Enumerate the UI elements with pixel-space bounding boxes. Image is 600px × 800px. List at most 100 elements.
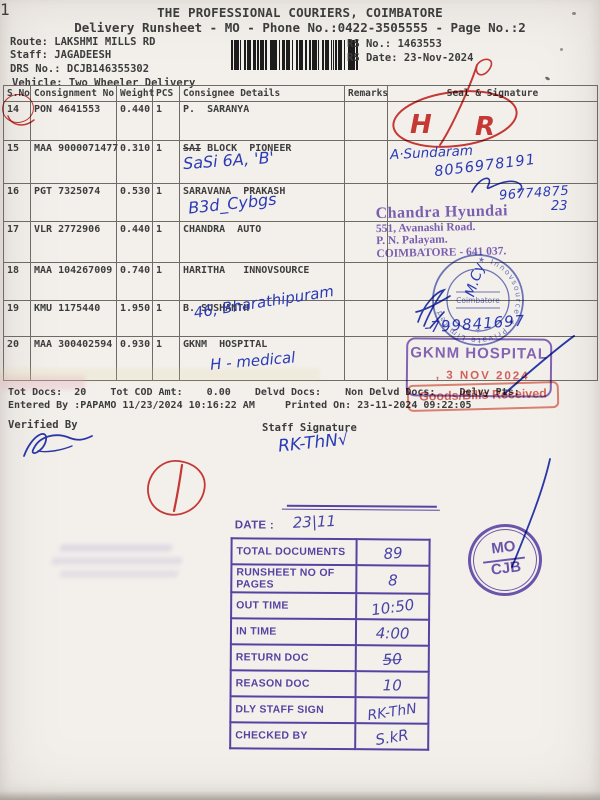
- date-label: DATE :: [234, 519, 275, 532]
- cell-pcs: 1: [152, 262, 180, 301]
- field-value: 10: [382, 675, 402, 694]
- cell-weight: 0.930: [116, 336, 153, 381]
- field-label: RETURN DOC: [230, 644, 357, 672]
- cell-consignment: KMU 1175440: [30, 300, 117, 337]
- field-value: 89: [382, 543, 404, 563]
- cell-consignment: PGT 7325074: [30, 183, 117, 222]
- red-tally-circle: [147, 460, 206, 516]
- col-consignee: Consignee Details: [179, 85, 345, 102]
- cell-pcs: 1: [152, 300, 180, 337]
- cell-remarks: [344, 101, 388, 141]
- goods-stamp-text: Goods/Bills Received: [418, 386, 548, 404]
- bleed-ghost-line: [51, 558, 183, 564]
- verified-by-label: Verified By: [8, 419, 78, 431]
- cell-sno: 20: [3, 336, 31, 381]
- field-row: RETURN DOC 50: [230, 644, 429, 672]
- stamp-top-line: [281, 508, 440, 511]
- col-pcs: PCS: [152, 85, 180, 102]
- cell-remarks: [344, 300, 388, 337]
- entered-printed-line: Entered By :PAPAMO 11/23/2024 10:16:22 A…: [8, 400, 472, 411]
- table-row: 19 KMU 1175440 1.950 1 B. SUSHANTH: [3, 300, 598, 337]
- field-row: TOTAL DOCUMENTS 89: [231, 538, 430, 566]
- field-label: DLY STAFF SIGN: [230, 696, 356, 724]
- field-stamp-grid: TOTAL DOCUMENTS 89 RUNSHEET NO OF PAGES …: [229, 537, 431, 751]
- field-label: IN TIME: [230, 618, 357, 646]
- struck-word: SAI: [183, 143, 202, 154]
- col-weight: Weight: [116, 85, 154, 102]
- blue-pen-line: [511, 458, 551, 568]
- field-label: OUT TIME: [231, 592, 357, 620]
- goods-bills-received-stamp: Goods/Bills Received: [406, 381, 560, 412]
- totals-line: Tot Docs: 20 Tot COD Amt: 0.00 Delvd Doc…: [8, 387, 520, 398]
- blue-flourish: [471, 177, 523, 193]
- cell-seal: [387, 101, 598, 141]
- cell-weight: 0.530: [116, 183, 153, 222]
- table-row: 17 VLR 2772906 0.440 1 CHANDRA AUTO: [3, 221, 598, 263]
- cell-sno: 17: [3, 221, 31, 263]
- hr-letter-h: H: [410, 110, 432, 140]
- gknm-blue-slash: [503, 335, 575, 395]
- red-circle-tail: [7, 115, 35, 126]
- cell-sno: 18: [3, 262, 31, 301]
- cell-consignment: MAA 104267009: [30, 262, 117, 301]
- date-value-hand: 23|11: [292, 511, 337, 532]
- field-value: 10:50: [370, 595, 416, 619]
- cell-consignee: HARITHA INNOVSOURCE: [179, 262, 345, 301]
- cell-consignment: PON 4641553: [30, 101, 117, 141]
- scan-edge-shadow: [0, 791, 600, 800]
- seal-star: *: [475, 326, 481, 339]
- cell-remarks: [344, 262, 388, 301]
- seal-center-text: Coimbatore: [456, 296, 500, 305]
- col-consignment: Consignment No: [30, 85, 117, 102]
- cell-pcs: 1: [152, 101, 180, 141]
- verified-by-signature: [23, 433, 93, 457]
- barcode: [231, 40, 359, 70]
- field-value: 8: [388, 570, 398, 589]
- field-value: S.kR: [373, 725, 410, 749]
- cell-sno: 19: [3, 300, 31, 337]
- cell-remarks: [344, 336, 388, 381]
- field-value: 4:00: [375, 623, 410, 643]
- cell-seal: [387, 262, 598, 301]
- cell-weight: 0.440: [116, 221, 153, 263]
- rs-date-line: RS Date: 23-Nov-2024: [347, 52, 474, 64]
- table-row: 14 PON 4641553 0.440 1 P. SARANYA: [3, 101, 598, 141]
- field-row: OUT TIME 10:50: [231, 592, 430, 620]
- cell-sno: 16: [3, 183, 31, 222]
- consignment-table: S.No Consignment No Weight PCS Consignee…: [3, 85, 598, 381]
- rs-no-line: RS No.: 1463553: [347, 38, 442, 50]
- field-label: TOTAL DOCUMENTS: [231, 538, 357, 566]
- cell-seal: [387, 221, 598, 263]
- cell-weight: 1.950: [116, 300, 153, 337]
- staff-signature-label: Staff Signature: [262, 422, 357, 434]
- page-title: THE PROFESSIONAL COURIERS, COIMBATORE: [157, 5, 443, 20]
- highlight-smudge: [0, 368, 320, 381]
- bleed-ghost-line: [59, 571, 179, 577]
- cell-pcs: 1: [152, 221, 180, 263]
- scan-speck: [572, 12, 576, 15]
- cell-consignee: GKNM HOSPITAL: [179, 336, 345, 381]
- field-row: CHECKED BY S.kR: [230, 722, 429, 750]
- drs-no-line: DRS No.: DCJB146355302: [10, 63, 150, 75]
- cell-consignee: B. SUSHANTH: [179, 300, 345, 337]
- page-subtitle: Delivery Runsheet - MO - Phone No.:0422-…: [74, 20, 526, 35]
- table-row: 15 MAA 9000071477 0.310 1 SAI BLOCK PION…: [3, 140, 598, 184]
- cell-pcs: 1: [152, 140, 180, 184]
- cell-weight: 0.440: [116, 101, 153, 141]
- cell-consignment: MAA 300402594: [30, 336, 117, 381]
- hand-phone-23: 23: [551, 199, 568, 214]
- bleed-ghost-line: [59, 545, 173, 551]
- stamp-top-line: [286, 504, 437, 508]
- table-row: 18 MAA 104267009 0.740 1 HARITHA INNOVSO…: [3, 262, 598, 301]
- cell-consignment: VLR 2772906: [30, 221, 117, 263]
- cell-sno: 15: [3, 140, 31, 184]
- consignee-text: BLOCK PIONEER: [201, 143, 292, 154]
- field-stamp-table: DATE : 23|11 TOTAL DOCUMENTS 89 RUNSHEET…: [225, 504, 440, 755]
- route-line: Route: LAKSHMI MILLS RD: [10, 36, 156, 48]
- hr-red-mark: H R: [392, 58, 518, 148]
- cell-seal: [387, 183, 598, 222]
- cell-weight: 0.310: [116, 140, 153, 184]
- field-row: DLY STAFF SIGN RK-ThN: [230, 696, 429, 724]
- field-row: IN TIME 4:00: [230, 618, 430, 646]
